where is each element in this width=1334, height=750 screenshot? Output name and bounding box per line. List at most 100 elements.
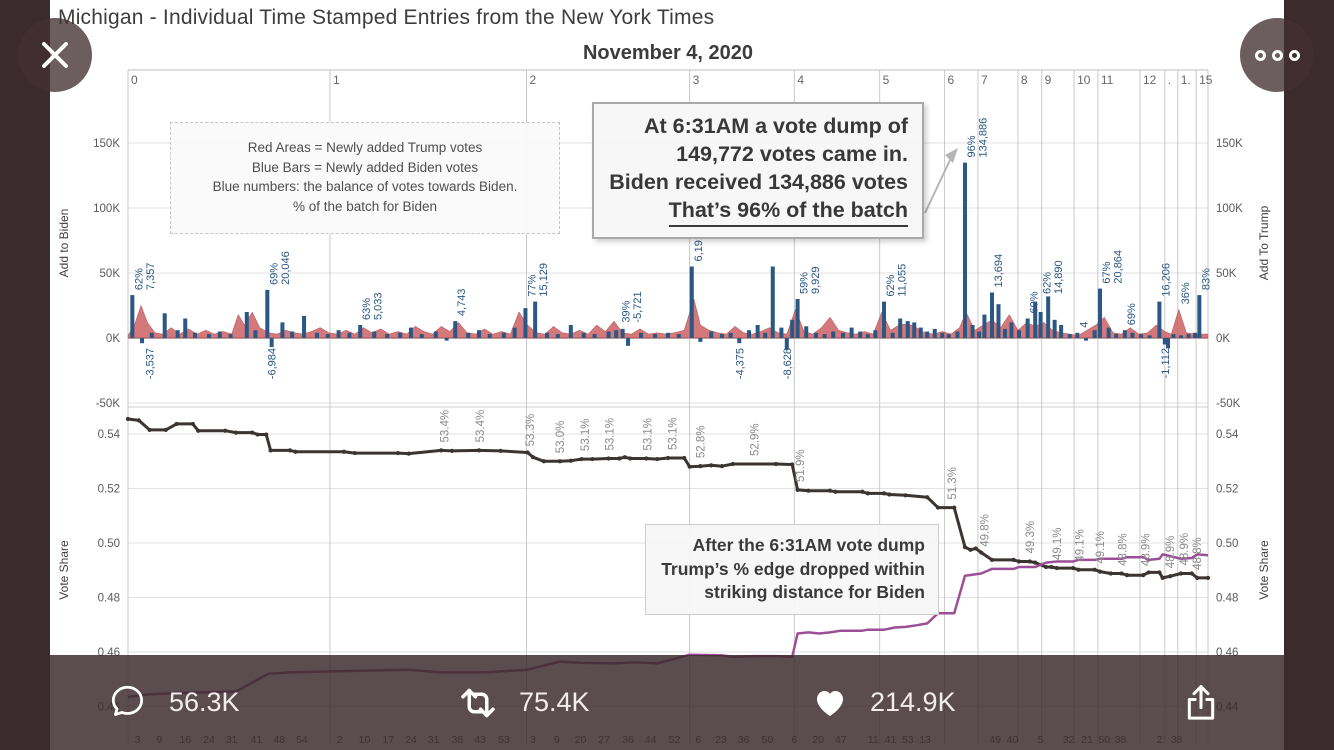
svg-text:5: 5 bbox=[883, 73, 890, 87]
svg-text:69%: 69% bbox=[1029, 291, 1041, 313]
svg-text:4,743: 4,743 bbox=[456, 289, 468, 317]
svg-text:49.1%: 49.1% bbox=[1052, 527, 1064, 560]
svg-text:150K: 150K bbox=[93, 138, 120, 150]
more-options-icon bbox=[1254, 49, 1266, 61]
svg-text:53.1%: 53.1% bbox=[605, 418, 617, 451]
svg-text:.: . bbox=[1168, 73, 1171, 87]
svg-text:16,206: 16,206 bbox=[1160, 263, 1172, 297]
legend-line: Blue numbers: the balance of votes towar… bbox=[212, 179, 518, 194]
svg-text:36%: 36% bbox=[1180, 282, 1192, 304]
svg-text:-1,112: -1,112 bbox=[1160, 348, 1172, 378]
svg-text:4: 4 bbox=[797, 73, 804, 87]
svg-text:0.48: 0.48 bbox=[98, 593, 120, 605]
svg-text:50K: 50K bbox=[1216, 268, 1237, 280]
reply-count: 56.3K bbox=[169, 687, 240, 717]
svg-text:53.1%: 53.1% bbox=[667, 417, 679, 450]
retweet-count: 75.4K bbox=[519, 687, 590, 717]
reply-button[interactable]: 56.3K bbox=[105, 655, 240, 750]
svg-text:8: 8 bbox=[1021, 73, 1028, 87]
reply-icon bbox=[111, 685, 144, 716]
svg-text:14,890: 14,890 bbox=[1053, 260, 1065, 294]
svg-text:Vote Share: Vote Share bbox=[1257, 540, 1271, 600]
svg-text:53.3%: 53.3% bbox=[525, 414, 537, 447]
like-button[interactable]: 214.9K bbox=[808, 655, 956, 750]
svg-text:49.1%: 49.1% bbox=[1074, 529, 1086, 562]
svg-text:10: 10 bbox=[1077, 73, 1091, 87]
svg-text:-3,537: -3,537 bbox=[145, 348, 157, 379]
svg-text:15,129: 15,129 bbox=[538, 263, 550, 297]
retweet-button[interactable]: 75.4K bbox=[455, 655, 590, 750]
svg-text:49.3%: 49.3% bbox=[1025, 521, 1037, 554]
svg-text:Add to Biden: Add to Biden bbox=[57, 209, 71, 278]
svg-text:20,864: 20,864 bbox=[1113, 250, 1125, 284]
tweet-action-bar: 56.3K 75.4K 214.9K bbox=[0, 655, 1334, 750]
svg-text:62%: 62% bbox=[1042, 272, 1054, 294]
share-button[interactable] bbox=[1180, 655, 1222, 750]
callout-line: After the 6:31AM vote dump bbox=[692, 535, 925, 555]
like-icon bbox=[817, 690, 843, 716]
svg-text:100K: 100K bbox=[93, 203, 120, 215]
more-options-icon bbox=[1288, 49, 1300, 61]
svg-text:51.9%: 51.9% bbox=[795, 449, 807, 482]
svg-text:63%: 63% bbox=[361, 298, 373, 320]
svg-text:1: 1 bbox=[333, 73, 340, 87]
callout-underlined-line: That’s 96% of the batch bbox=[668, 196, 908, 227]
svg-text:0: 0 bbox=[131, 73, 138, 87]
svg-text:11: 11 bbox=[1101, 73, 1114, 87]
svg-text:13,694: 13,694 bbox=[993, 254, 1005, 288]
svg-text:0.50: 0.50 bbox=[98, 538, 120, 550]
vote-dump-callout: At 6:31AM a vote dump of 149,772 votes c… bbox=[592, 102, 924, 239]
svg-text:51.3%: 51.3% bbox=[947, 467, 959, 500]
svg-text:53.1%: 53.1% bbox=[642, 418, 654, 451]
svg-text:39%: 39% bbox=[620, 300, 632, 322]
svg-text:48.9%: 48.9% bbox=[1179, 533, 1191, 566]
callout-line: 149,772 votes came in. bbox=[676, 142, 908, 166]
svg-text:15: 15 bbox=[1199, 73, 1213, 87]
svg-text:12: 12 bbox=[1143, 73, 1157, 87]
chart-subtitle: November 4, 2020 bbox=[582, 42, 754, 64]
close-icon bbox=[42, 42, 68, 68]
svg-text:-50K: -50K bbox=[96, 398, 121, 410]
svg-text:7,357: 7,357 bbox=[145, 263, 157, 291]
svg-text:-6,984: -6,984 bbox=[267, 348, 279, 379]
tweet-image[interactable]: 62% 7,357 69% 20,046 63% 5,033 4,743 77% 15,129 3… bbox=[50, 0, 1284, 750]
svg-text:67%: 67% bbox=[1101, 261, 1113, 283]
svg-text:52.8%: 52.8% bbox=[695, 426, 707, 459]
svg-text:150K: 150K bbox=[1216, 138, 1243, 150]
svg-text:20,046: 20,046 bbox=[280, 251, 292, 285]
more-options-button[interactable] bbox=[1240, 18, 1314, 92]
svg-text:49.8%: 49.8% bbox=[979, 514, 991, 547]
close-button[interactable] bbox=[18, 18, 92, 92]
svg-text:96%: 96% bbox=[966, 135, 978, 157]
svg-text:2: 2 bbox=[530, 73, 537, 87]
svg-text:5,033: 5,033 bbox=[373, 292, 385, 320]
svg-text:69%: 69% bbox=[268, 263, 280, 285]
svg-text:48.8%: 48.8% bbox=[1192, 537, 1204, 570]
svg-text:Add To Trump: Add To Trump bbox=[1257, 205, 1271, 280]
callout-line: That’s 96% of the batch bbox=[604, 196, 908, 227]
svg-text:69%: 69% bbox=[1126, 303, 1138, 325]
svg-text:62%: 62% bbox=[885, 274, 897, 296]
svg-text:53.4%: 53.4% bbox=[475, 410, 487, 443]
chart-title: Michigan - Individual Time Stamped Entri… bbox=[58, 6, 715, 29]
legend-line: Blue Bars = Newly added Biden votes bbox=[251, 159, 479, 175]
svg-text:50K: 50K bbox=[100, 268, 121, 280]
like-count: 214.9K bbox=[870, 687, 956, 717]
legend-line: Red Areas = Newly added Trump votes bbox=[247, 140, 483, 155]
svg-text:62%: 62% bbox=[133, 268, 145, 290]
svg-text:0.54: 0.54 bbox=[1216, 429, 1239, 441]
more-options-icon bbox=[1271, 49, 1283, 61]
svg-text:0.52: 0.52 bbox=[1216, 484, 1238, 496]
svg-text:77%: 77% bbox=[526, 274, 538, 296]
svg-text:49.1%: 49.1% bbox=[1095, 531, 1107, 564]
svg-text:1.: 1. bbox=[1181, 73, 1191, 87]
svg-text:Vote Share: Vote Share bbox=[57, 540, 71, 600]
svg-text:0K: 0K bbox=[1216, 333, 1230, 345]
retweet-icon bbox=[461, 688, 495, 717]
svg-text:-5,721: -5,721 bbox=[632, 291, 644, 322]
svg-text:6: 6 bbox=[947, 73, 954, 87]
letterbox-right bbox=[1284, 0, 1334, 750]
svg-text:0.50: 0.50 bbox=[1216, 538, 1238, 550]
svg-text:9,929: 9,929 bbox=[810, 266, 822, 294]
